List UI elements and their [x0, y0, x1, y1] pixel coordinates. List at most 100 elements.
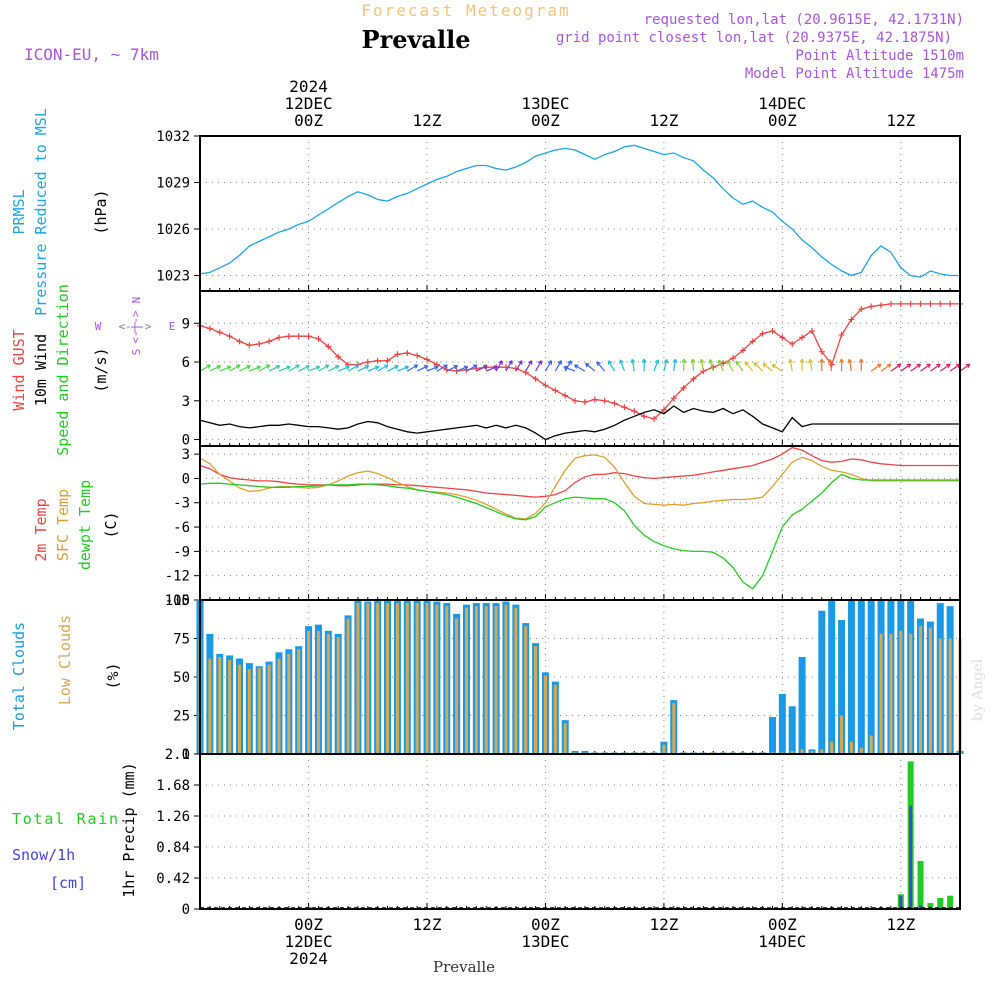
bar-low-clouds: [336, 636, 340, 754]
wind-direction-arrow: [744, 361, 754, 372]
ytick-label-precipitation: 0.84: [156, 840, 190, 856]
series-line-prmsl: [199, 144, 960, 278]
series-line-sfc-temp: [199, 454, 960, 520]
gust-marker: [611, 400, 618, 407]
gust-marker: [325, 343, 332, 350]
compass-s: S: [130, 349, 143, 356]
gust-marker: [394, 351, 401, 358]
gust-marker: [670, 395, 677, 402]
wind-direction-arrow: [799, 358, 805, 372]
wind-direction-arrow: [456, 365, 469, 372]
ytick-label-pressure: 1032: [156, 129, 190, 145]
compass-w: W: [95, 320, 102, 333]
gust-marker: [542, 382, 549, 389]
gust-marker: [552, 387, 559, 394]
bar-total-clouds: [828, 600, 836, 754]
wind-direction-arrow: [949, 363, 961, 372]
bar-low-clouds: [840, 715, 844, 754]
wind-direction-arrow: [653, 359, 660, 372]
bar-low-clouds: [287, 653, 291, 754]
bar-low-clouds: [297, 649, 301, 754]
bar-rain: [937, 897, 944, 909]
wind-direction-arrow: [808, 358, 813, 372]
bottom-time-label: 12Z: [413, 915, 442, 934]
gust-marker: [285, 333, 292, 340]
bar-low-clouds: [405, 603, 409, 754]
pressure-label-unit: (hPa): [92, 189, 110, 234]
bar-low-clouds: [563, 723, 567, 754]
gust-marker: [266, 338, 273, 345]
bar-total-clouds: [838, 620, 846, 754]
gust-marker: [660, 406, 667, 413]
top-time-label: 12Z: [886, 111, 915, 130]
gust-marker: [937, 300, 944, 307]
temp-label-2m: 2m Temp: [32, 498, 50, 561]
gust-marker: [838, 331, 845, 338]
ytick-label-precipitation: 2.1: [165, 747, 190, 763]
wind-label-10m: 10m Wind: [32, 334, 50, 406]
gridpoint-coords: grid point closest lon,lat (20.9375E, 42…: [556, 30, 952, 46]
wind-direction-arrow: [574, 364, 586, 372]
bar-low-clouds: [425, 603, 429, 754]
wind-label-gust: Wind GUST: [10, 329, 28, 410]
gust-marker: [641, 413, 648, 420]
compass-legend: N W <-|-> E S <-|->: [95, 297, 176, 356]
footer-location: Prevalle: [433, 958, 495, 976]
bar-low-clouds: [218, 656, 222, 754]
bar-low-clouds: [267, 664, 271, 754]
gust-marker: [295, 333, 302, 340]
ytick-label-pressure: 1029: [156, 176, 190, 192]
watermark: by Angel: [970, 658, 986, 721]
bar-snow: [899, 895, 903, 909]
wind-direction-arrow: [416, 365, 429, 372]
bar-low-clouds: [316, 630, 320, 754]
gust-marker: [690, 375, 697, 382]
ytick-label-temperature: -3: [173, 496, 190, 512]
wind-direction-arrow: [476, 365, 488, 372]
bar-low-clouds: [228, 660, 232, 754]
top-time-label: 00Z: [294, 111, 323, 130]
wind-direction-arrow: [910, 363, 922, 372]
series-line-wind-gust: [199, 303, 960, 420]
precip-label-cm: [cm]: [50, 874, 86, 892]
bottom-time-label: 00Z: [768, 915, 797, 934]
gust-marker: [532, 375, 539, 382]
gust-marker: [907, 300, 914, 307]
wind-direction-arrow: [858, 358, 864, 372]
bar-low-clouds: [415, 603, 419, 754]
gust-marker: [414, 352, 421, 359]
wind-direction-arrow: [726, 359, 734, 372]
wind-direction-arrow: [229, 364, 241, 372]
panel-wind: 0 3 6 9: [182, 290, 971, 449]
bar-low-clouds: [445, 606, 449, 754]
wind-direction-arrow: [337, 365, 350, 372]
gust-marker: [305, 333, 312, 340]
gust-marker: [947, 300, 954, 307]
wind-direction-arrow: [847, 358, 853, 372]
wind-direction-arrow: [209, 365, 222, 372]
bar-low-clouds: [909, 633, 913, 754]
wind-direction-arrow: [387, 365, 399, 372]
gust-marker: [759, 330, 766, 337]
bar-total-clouds: [847, 600, 855, 754]
gust-marker: [651, 415, 658, 422]
gust-marker: [591, 396, 598, 403]
gust-marker: [315, 335, 322, 342]
bar-rain: [947, 895, 954, 909]
bar-low-clouds: [346, 618, 350, 754]
wind-direction-arrow: [900, 363, 912, 372]
bar-low-clouds: [237, 664, 241, 754]
bar-low-clouds: [464, 607, 468, 754]
bottom-time-label: 12DEC: [284, 932, 332, 951]
gust-marker: [927, 300, 934, 307]
requested-coords: requested lon,lat (20.9615E, 42.1731N): [644, 12, 964, 28]
bar-low-clouds: [326, 633, 330, 754]
wind-direction-arrow: [406, 364, 419, 372]
clouds-label-low: Low Clouds: [56, 615, 74, 705]
wind-direction-arrow: [544, 360, 553, 372]
temp-label-unit: (C): [102, 511, 120, 538]
gust-marker: [878, 302, 885, 309]
ytick-label-precipitation: 0.42: [156, 871, 190, 887]
gust-marker: [917, 300, 924, 307]
bar-rain: [927, 903, 934, 909]
